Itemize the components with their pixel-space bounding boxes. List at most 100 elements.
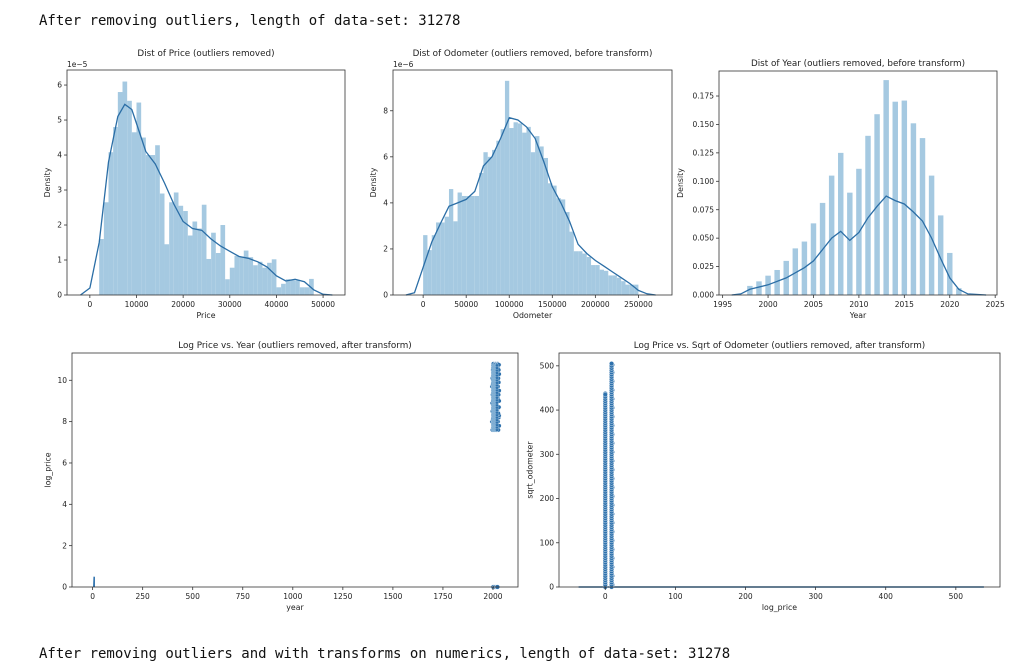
y-tick-label: 1 bbox=[57, 256, 62, 265]
histogram-bar bbox=[548, 183, 553, 295]
histogram-bar bbox=[599, 269, 604, 295]
y-axis-label: log_price bbox=[43, 452, 52, 487]
histogram-bar bbox=[756, 281, 762, 295]
y-axis-label: Density bbox=[43, 167, 52, 197]
x-tick-label: 750 bbox=[236, 592, 251, 601]
x-tick-label: 400 bbox=[879, 592, 894, 601]
chart-1: 0 10000 20000 30000 40000 50000 0 1 2 3 4 5 6 Dist of… bbox=[43, 49, 346, 320]
y-tick-label: 400 bbox=[540, 406, 555, 415]
output-line-2: After removing outliers and with transfo… bbox=[39, 646, 731, 662]
histogram-bar bbox=[169, 202, 174, 295]
kde-line bbox=[80, 103, 333, 296]
x-tick-label: 30000 bbox=[218, 300, 242, 309]
y-tick-label: 0 bbox=[549, 583, 554, 592]
histogram-bar bbox=[608, 275, 613, 295]
histogram-bar bbox=[513, 122, 518, 296]
histogram-bar bbox=[253, 265, 258, 295]
chart-4: 0 250 500 750 1000 1250 1500 1750 2000 0 2 4 6 8 10 Log… bbox=[43, 341, 519, 612]
x-tick-label: 0 bbox=[603, 592, 608, 601]
x-tick-label: 300 bbox=[808, 592, 823, 601]
histogram-bar bbox=[122, 81, 128, 296]
histogram-bar bbox=[239, 256, 244, 295]
histogram-bar bbox=[257, 261, 263, 295]
histogram-bar bbox=[847, 192, 853, 295]
y-tick-label: 200 bbox=[540, 494, 555, 503]
y-tick-label: 0.050 bbox=[693, 234, 715, 243]
x-axis-label: Price bbox=[196, 311, 215, 320]
axes-frame bbox=[71, 352, 519, 588]
histogram-bar bbox=[892, 101, 898, 296]
x-tick-label: 250 bbox=[135, 592, 150, 601]
histogram-bar bbox=[155, 145, 160, 295]
x-axis-label: Year bbox=[849, 311, 867, 320]
scatter-point bbox=[609, 361, 615, 367]
histogram-bar bbox=[248, 257, 254, 295]
histogram-bar bbox=[440, 222, 445, 295]
chart-3: 1995 2000 2005 2010 2015 2020 2025 0.000 0.025 0.… bbox=[676, 59, 1005, 320]
histogram-bar bbox=[108, 152, 114, 295]
histogram-bar bbox=[810, 223, 817, 295]
histogram-bar bbox=[616, 277, 622, 295]
y-tick-label: 2 bbox=[383, 245, 388, 254]
x-tick-label: 2005 bbox=[804, 300, 823, 309]
histogram-bar bbox=[535, 136, 540, 295]
chart-5: 0 100 200 300 400 500 0 100 200 300 400 500 Log Pric… bbox=[526, 341, 1001, 612]
x-tick-label: 500 bbox=[949, 592, 964, 601]
histogram-bar bbox=[281, 283, 286, 295]
x-tick-label: 20000 bbox=[171, 300, 195, 309]
histogram-bar bbox=[197, 228, 202, 295]
histogram-bar bbox=[466, 195, 471, 295]
histogram-bar bbox=[436, 222, 441, 295]
y-tick-label: 0 bbox=[57, 291, 62, 300]
x-tick-label: 1250 bbox=[333, 592, 352, 601]
histogram-bar bbox=[612, 275, 617, 295]
y-tick-label: 4 bbox=[383, 198, 388, 207]
histogram-bar bbox=[127, 100, 132, 296]
kde-line bbox=[731, 195, 987, 296]
histogram-bar bbox=[431, 235, 437, 295]
histogram-bar bbox=[483, 152, 488, 295]
offset-text: 1e−5 bbox=[67, 60, 88, 69]
histogram-bar bbox=[565, 212, 570, 295]
histogram-bar bbox=[479, 172, 484, 295]
x-tick-label: 2000 bbox=[483, 592, 502, 601]
x-tick-label: 0 bbox=[87, 300, 92, 309]
x-tick-label: 250000 bbox=[624, 300, 653, 309]
y-tick-label: 4 bbox=[62, 500, 67, 509]
histogram-bar bbox=[243, 250, 249, 295]
histogram-bar bbox=[634, 284, 639, 295]
y-tick-label: 0 bbox=[62, 583, 67, 592]
axes-frame bbox=[392, 69, 673, 296]
y-tick-label: 6 bbox=[57, 81, 62, 90]
histogram-bar bbox=[492, 149, 497, 295]
y-tick-label: 0 bbox=[383, 291, 388, 300]
x-axis-label: year bbox=[286, 603, 304, 612]
histogram-bar bbox=[838, 152, 844, 295]
x-tick-label: 100000 bbox=[495, 300, 524, 309]
histogram-bar bbox=[603, 270, 609, 295]
histogram-bar bbox=[299, 287, 305, 295]
histogram-bar bbox=[187, 235, 193, 295]
y-tick-label: 0.075 bbox=[693, 205, 715, 214]
histogram-bar bbox=[625, 284, 630, 295]
histogram-bar bbox=[461, 195, 467, 295]
histogram-bar bbox=[828, 175, 835, 295]
histogram-bar bbox=[229, 267, 235, 295]
y-axis-label: Density bbox=[369, 167, 378, 197]
histogram-bar bbox=[487, 156, 493, 295]
x-tick-label: 500 bbox=[186, 592, 201, 601]
histogram-bar bbox=[444, 216, 449, 295]
histogram-bar bbox=[578, 251, 583, 295]
x-tick-label: 2020 bbox=[940, 300, 959, 309]
x-tick-label: 40000 bbox=[265, 300, 289, 309]
histogram-bar bbox=[522, 132, 527, 295]
axes-frame bbox=[718, 70, 998, 296]
axes-frame bbox=[66, 69, 346, 296]
y-tick-label: 0.000 bbox=[693, 291, 715, 300]
histogram-bar bbox=[582, 253, 587, 295]
histogram-bar bbox=[629, 284, 635, 295]
histogram-bar bbox=[586, 257, 592, 295]
x-tick-label: 2025 bbox=[986, 300, 1005, 309]
histogram-bar bbox=[504, 80, 510, 296]
histogram-bar bbox=[774, 269, 780, 295]
